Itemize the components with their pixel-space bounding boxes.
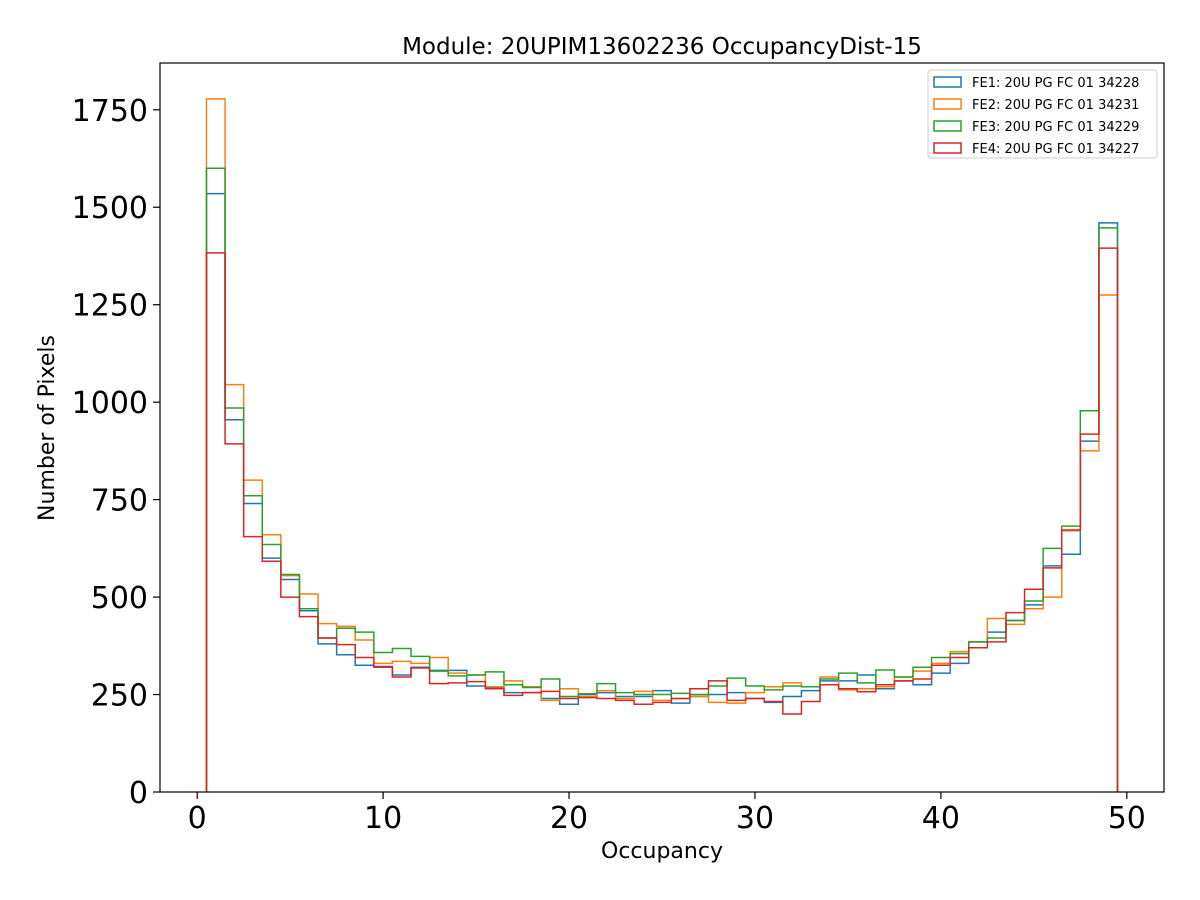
y-tick-label: 1000 (72, 386, 148, 421)
y-tick-label: 0 (129, 776, 148, 811)
x-tick-label: 50 (1108, 801, 1146, 836)
y-tick-label: 500 (91, 581, 148, 616)
legend-swatch-2 (933, 98, 962, 110)
x-tick-label: 40 (922, 801, 960, 836)
legend-label-3: FE3: 20U PG FC 01 34229 (972, 120, 1139, 135)
y-axis: 0 250 500 750 1000 1250 1500 1750 (72, 94, 160, 811)
y-tick-label: 1750 (72, 94, 148, 129)
x-axis: 0 10 20 30 40 50 (188, 792, 1146, 836)
legend-swatch-1 (933, 76, 962, 88)
y-tick-label: 750 (91, 484, 148, 519)
x-tick-label: 20 (550, 801, 588, 836)
y-tick-label: 1250 (72, 289, 148, 324)
legend-box (927, 69, 1158, 159)
legend-swatch-3 (933, 120, 962, 132)
legend-label-1: FE1: 20U PG FC 01 34228 (972, 76, 1139, 91)
legend: FE1: 20U PG FC 01 34228 FE2: 20U PG FC 01… (927, 69, 1158, 159)
y-tick-label: 1500 (72, 191, 148, 226)
legend-label-2: FE2: 20U PG FC 01 34231 (972, 98, 1139, 113)
chart-title: Module: 20UPIM13602236 OccupancyDist-15 (402, 34, 922, 60)
y-tick-label: 250 (91, 679, 148, 714)
plot-frame (159, 62, 1165, 793)
x-tick-label: 0 (188, 801, 207, 836)
y-axis-label: Number of Pixels (35, 335, 60, 521)
legend-swatch-4 (933, 142, 962, 154)
series-3-step (205, 167, 1119, 792)
x-tick-label: 10 (364, 801, 402, 836)
x-tick-label: 30 (736, 801, 774, 836)
x-axis-label: Occupancy (601, 839, 723, 864)
legend-label-4: FE4: 20U PG FC 01 34227 (972, 142, 1139, 157)
series-layer (205, 98, 1119, 792)
series-4-step (205, 247, 1119, 792)
